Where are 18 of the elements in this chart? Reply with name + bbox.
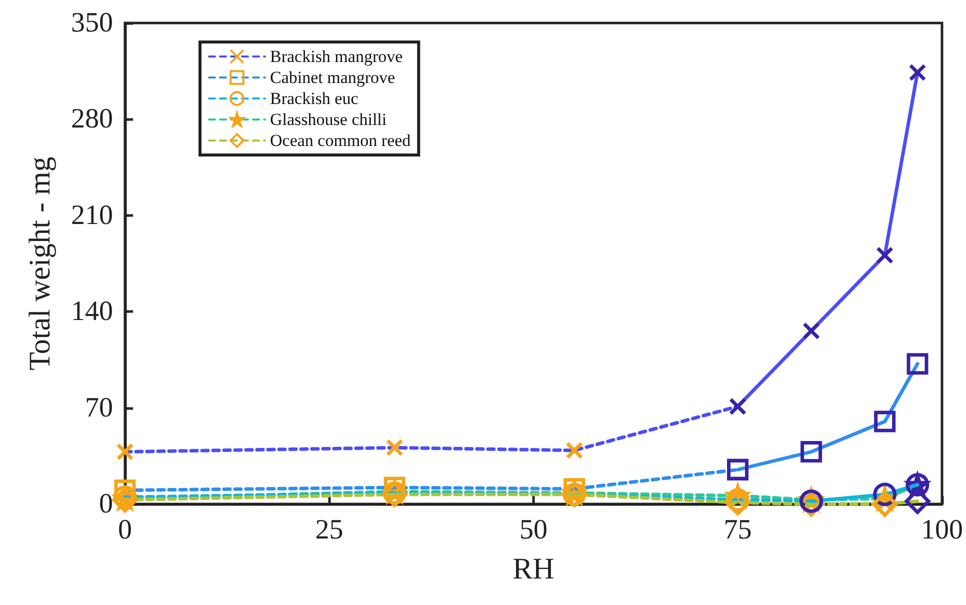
y-tick-label: 350 [71, 8, 113, 38]
y-tick-label: 0 [99, 488, 113, 520]
y-tick-label: 280 [71, 104, 113, 135]
legend-label: Ocean common reed [270, 131, 412, 150]
x-axis-title: RH [512, 552, 554, 586]
y-tick-label: 70 [85, 392, 113, 424]
y-tick-label: 210 [71, 200, 113, 231]
y-axis-title: Total weight - mg [24, 156, 56, 370]
x-tick-label: 100 [921, 514, 963, 546]
x-tick-label: 50 [520, 514, 548, 546]
legend-label: Glasshouse chilli [270, 110, 387, 129]
legend-label: Brackish mangrove [270, 47, 403, 66]
x-tick-label: 25 [315, 514, 344, 546]
x-tick-label: 0 [118, 514, 132, 546]
y-tick-label: 140 [71, 296, 113, 328]
legend-label: Brackish euc [270, 89, 359, 108]
legend-label: Cabinet mangrove [270, 68, 396, 87]
x-tick-label: 75 [724, 514, 752, 546]
